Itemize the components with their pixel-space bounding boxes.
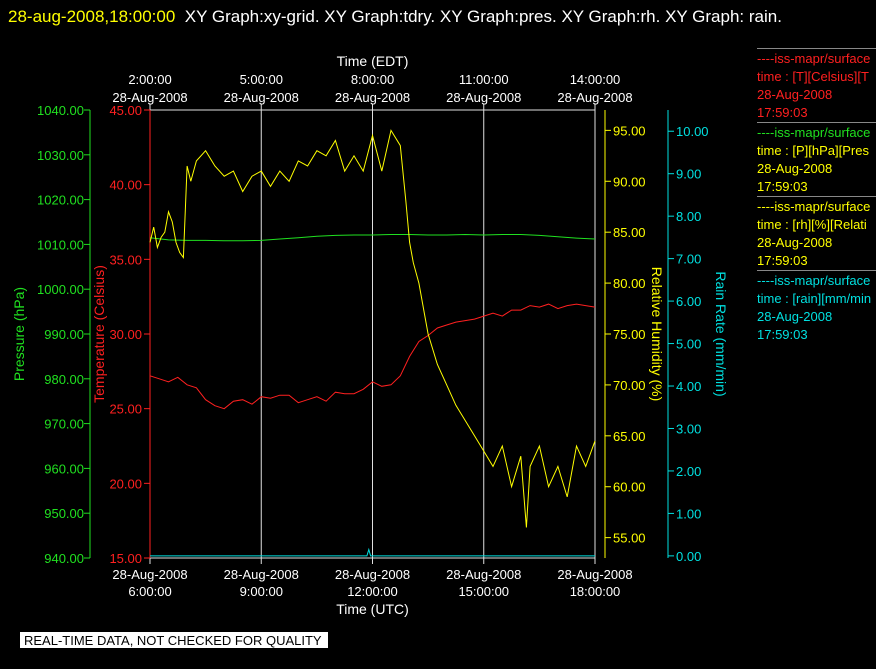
- x-tick-label-date: 28-Aug-2008: [112, 567, 187, 582]
- humidity-tick-label: 75.00: [613, 327, 646, 342]
- temperature-tick-label: 35.00: [109, 252, 142, 267]
- humidity-tick-label: 85.00: [613, 225, 646, 240]
- chart-title-bar: 28-aug-2008,18:00:00 XY Graph:xy-grid. X…: [8, 2, 858, 31]
- temperature-tick-label: 20.00: [109, 476, 142, 491]
- rain-tick-label: 4.00: [676, 379, 701, 394]
- top-tick-label-time: 14:00:00: [570, 72, 621, 87]
- legend-time: 17:59:03: [757, 327, 808, 342]
- series-line-tdry: [149, 303, 596, 410]
- rain-tick-label: 3.00: [676, 421, 701, 436]
- x-tick-label-date: 28-Aug-2008: [446, 567, 521, 582]
- temperature-tick-label: 40.00: [109, 178, 142, 193]
- pressure-tick-label: 1020.00: [37, 193, 84, 208]
- x-tick-label-date: 28-Aug-2008: [335, 567, 410, 582]
- temperature-tick-label: 30.00: [109, 327, 142, 342]
- timestamp: 28-aug-2008,18:00:00: [8, 7, 176, 26]
- x-tick-label-date: 28-Aug-2008: [557, 567, 632, 582]
- top-tick-label-date: 28-Aug-2008: [335, 90, 410, 105]
- top-tick-label-date: 28-Aug-2008: [112, 90, 187, 105]
- legend-entry: ----iss-mapr/surface time : [rh][%][Relat…: [757, 196, 876, 270]
- rain-tick-label: 5.00: [676, 337, 701, 352]
- legend-date: 28-Aug-2008: [757, 309, 833, 324]
- rain-tick-label: 10.00: [676, 124, 709, 139]
- legend-entry: ----iss-mapr/surface time : [rain][mm/min…: [757, 270, 876, 344]
- x-tick-label-time: 15:00:00: [458, 584, 509, 599]
- x-axis-title-utc: Time (UTC): [336, 601, 409, 617]
- rain-tick-label: 9.00: [676, 167, 701, 182]
- temperature-axis-title: Temperature (Celsius): [91, 265, 107, 403]
- rain-tick-label: 1.00: [676, 506, 701, 521]
- humidity-tick-label: 55.00: [613, 531, 646, 546]
- humidity-tick-label: 60.00: [613, 480, 646, 495]
- humidity-tick-label: 80.00: [613, 276, 646, 291]
- pressure-tick-label: 970.00: [44, 417, 84, 432]
- top-tick-label-time: 5:00:00: [240, 72, 283, 87]
- legend-entry: ----iss-mapr/surface time : [P][hPa][Pres…: [757, 122, 876, 196]
- series-line-rain: [150, 547, 595, 557]
- temperature-tick-label: 15.00: [109, 551, 142, 566]
- pressure-tick-label: 950.00: [44, 506, 84, 521]
- pressure-tick-label: 1000.00: [37, 282, 84, 297]
- x-tick-label-time: 6:00:00: [128, 584, 171, 599]
- top-tick-label-time: 8:00:00: [351, 72, 394, 87]
- top-tick-label-date: 28-Aug-2008: [446, 90, 521, 105]
- series-line-pres: [149, 233, 596, 242]
- top-tick-label-time: 2:00:00: [128, 72, 171, 87]
- legend-time: 17:59:03: [757, 179, 808, 194]
- temperature-tick-label: 25.00: [109, 402, 142, 417]
- x-tick-label-date: 28-Aug-2008: [224, 567, 299, 582]
- top-tick-label-date: 28-Aug-2008: [224, 90, 299, 105]
- pressure-tick-label: 1010.00: [37, 237, 84, 252]
- humidity-tick-label: 95.00: [613, 123, 646, 138]
- humidity-tick-label: 70.00: [613, 378, 646, 393]
- legend-sub: time : [P][hPa][Pres: [757, 143, 869, 158]
- graph-list-title: XY Graph:xy-grid. XY Graph:tdry. XY Grap…: [184, 7, 782, 26]
- x-tick-label-time: 18:00:00: [570, 584, 621, 599]
- pressure-tick-label: 990.00: [44, 327, 84, 342]
- pressure-tick-label: 1040.00: [37, 103, 84, 118]
- humidity-axis-title: Relative Humidity (%): [649, 267, 665, 402]
- rain-tick-label: 8.00: [676, 209, 701, 224]
- rain-tick-label: 7.00: [676, 252, 701, 267]
- temperature-tick-label: 45.00: [109, 103, 142, 118]
- legend-line: ----iss-mapr/surface: [757, 199, 871, 214]
- series-line-rh: [149, 129, 596, 528]
- pressure-tick-label: 940.00: [44, 551, 84, 566]
- humidity-tick-label: 90.00: [613, 174, 646, 189]
- legend-sub: time : [T][Celsius][T: [757, 69, 869, 84]
- pressure-axis-title: Pressure (hPa): [11, 287, 27, 381]
- legend-entry: ----iss-mapr/surface time : [T][Celsius][…: [757, 48, 876, 122]
- top-tick-label-time: 11:00:00: [459, 72, 509, 87]
- rain-axis-title: Rain Rate (mm/min): [713, 271, 729, 396]
- rain-tick-label: 2.00: [676, 464, 701, 479]
- legend-date: 28-Aug-2008: [757, 87, 833, 102]
- pressure-tick-label: 980.00: [44, 372, 84, 387]
- legend: ----iss-mapr/surface time : [T][Celsius][…: [757, 48, 876, 344]
- legend-date: 28-Aug-2008: [757, 161, 833, 176]
- legend-line: ----iss-mapr/surface: [757, 51, 871, 66]
- quality-notice: REAL-TIME DATA, NOT CHECKED FOR QUALITY: [20, 632, 328, 648]
- x-axis-title-edt: Time (EDT): [337, 53, 409, 69]
- legend-line: ----iss-mapr/surface: [757, 273, 871, 288]
- rain-tick-label: 0.00: [676, 549, 701, 564]
- rain-tick-label: 6.00: [676, 294, 701, 309]
- x-tick-label-time: 12:00:00: [347, 584, 398, 599]
- legend-time: 17:59:03: [757, 105, 808, 120]
- pressure-tick-label: 960.00: [44, 461, 84, 476]
- x-tick-label-time: 9:00:00: [240, 584, 283, 599]
- legend-sub: time : [rain][mm/min: [757, 291, 872, 306]
- legend-sub: time : [rh][%][Relati: [757, 217, 867, 232]
- top-tick-label-date: 28-Aug-2008: [557, 90, 632, 105]
- humidity-tick-label: 65.00: [613, 429, 646, 444]
- legend-line: ----iss-mapr/surface: [757, 125, 871, 140]
- pressure-tick-label: 1030.00: [37, 148, 84, 163]
- legend-time: 17:59:03: [757, 253, 808, 268]
- legend-date: 28-Aug-2008: [757, 235, 833, 250]
